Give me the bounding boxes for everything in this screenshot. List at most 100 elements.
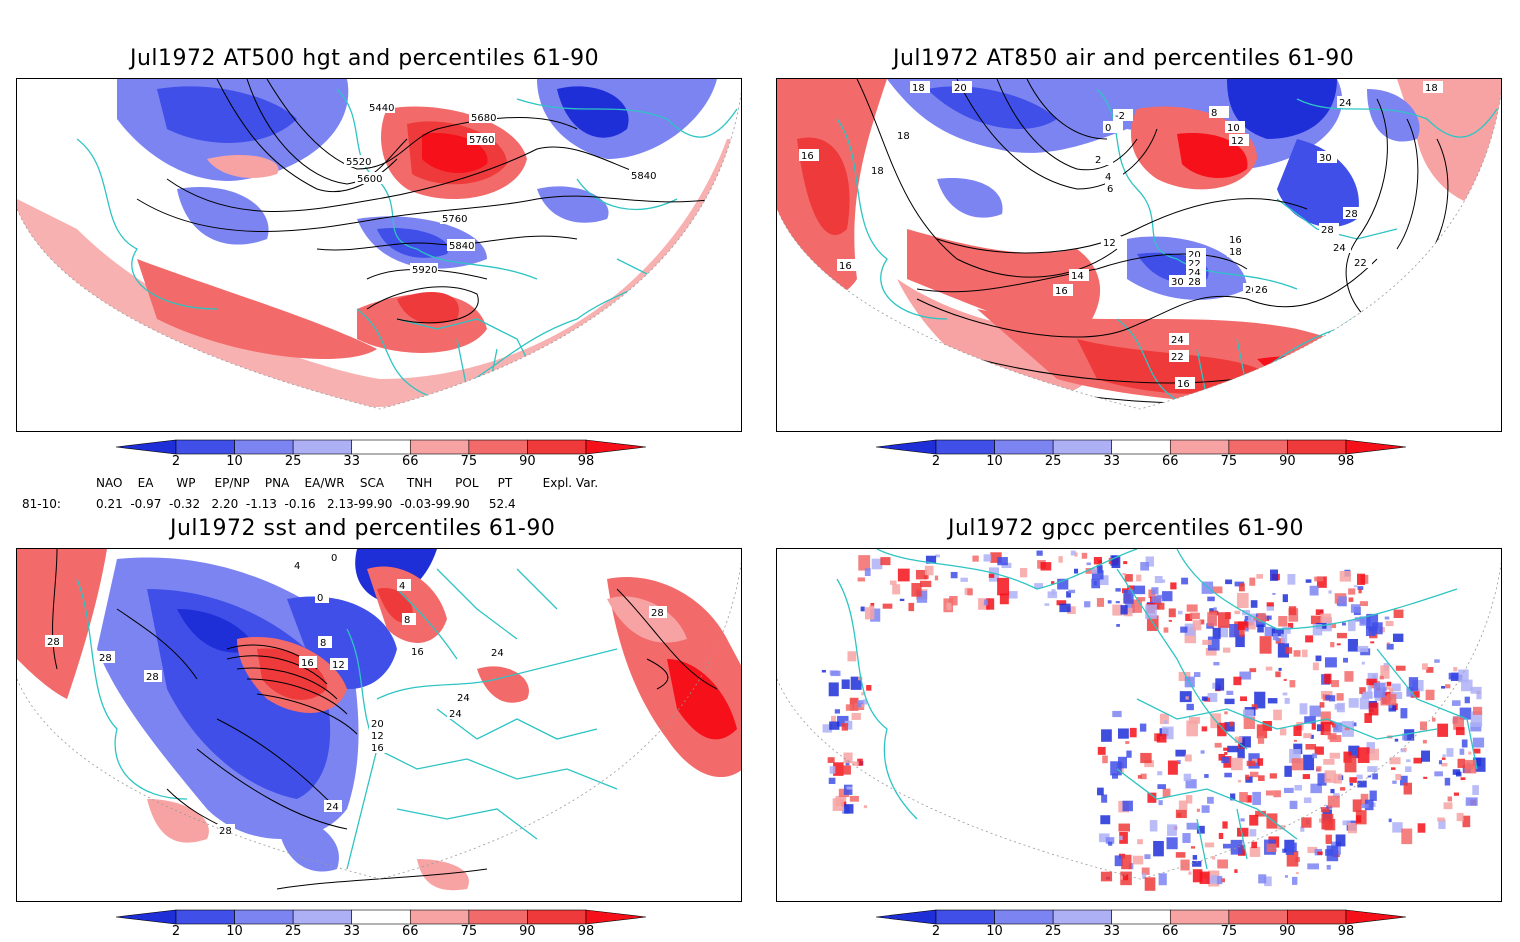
colorbar-segment: [468, 909, 528, 925]
precip-anomaly-cell: [829, 766, 836, 774]
precip-anomaly-cell: [1184, 754, 1192, 762]
precip-anomaly-cell: [857, 700, 865, 708]
precip-anomaly-cell: [1122, 572, 1127, 576]
precip-anomaly-cell: [1224, 722, 1235, 732]
precip-anomaly-cell: [882, 603, 893, 609]
precip-anomaly-cell: [1091, 568, 1098, 574]
precip-anomaly-cell: [984, 599, 989, 606]
precip-anomaly-cell: [1392, 822, 1403, 833]
precip-anomaly-cell: [1312, 753, 1317, 759]
precip-anomaly-cell: [1394, 738, 1399, 742]
colorbar-tick: 33: [1103, 924, 1120, 939]
precip-anomaly-cell: [1288, 606, 1297, 616]
precip-anomaly-cell: [1230, 793, 1236, 801]
precip-anomaly-cell: [1360, 617, 1366, 624]
colorbar-segment: [1228, 439, 1288, 455]
contour-label: 28: [146, 672, 159, 683]
precip-anomaly-cell: [849, 795, 859, 802]
precip-anomaly-cell: [1316, 766, 1322, 772]
precip-anomaly-cell: [1289, 800, 1298, 810]
precip-anomaly-cell: [1314, 576, 1324, 582]
precip-anomaly-cell: [1369, 790, 1377, 801]
precip-anomaly-cell: [1387, 681, 1392, 686]
colorbar-tick: 75: [1220, 454, 1238, 469]
colorbar-tick: 66: [402, 924, 419, 939]
precip-anomaly-cell: [1305, 635, 1314, 643]
contour-label: 10: [1227, 123, 1240, 134]
precip-anomaly-cell: [1249, 577, 1256, 586]
precip-anomaly-cell: [1367, 685, 1372, 692]
precip-anomaly-cell: [915, 569, 927, 580]
precip-anomaly-cell: [1067, 606, 1076, 615]
colorbar-tick: 25: [1044, 454, 1062, 469]
precip-anomaly-cell: [1070, 550, 1076, 556]
precip-anomaly-cell: [1312, 624, 1323, 636]
precip-anomaly-cell: [1257, 624, 1264, 633]
precip-anomaly-cell: [1362, 691, 1373, 699]
precip-anomaly-cell: [986, 598, 995, 610]
precip-anomaly-cell: [1224, 711, 1228, 715]
precip-anomaly-cell: [1122, 800, 1133, 812]
precip-anomaly-cell: [1282, 626, 1291, 634]
precip-anomaly-cell: [919, 580, 932, 588]
precip-anomaly-cell: [1132, 855, 1144, 865]
colorbar-segment: [1052, 909, 1113, 925]
precip-anomaly-cell: [1464, 696, 1470, 704]
contour-label: 20: [1289, 361, 1302, 372]
precip-anomaly-cell: [1356, 815, 1362, 823]
precip-anomaly-cell: [1270, 569, 1279, 581]
colorbar-segment: [1169, 909, 1230, 925]
colorbar-segment: [409, 439, 470, 455]
map-panel-gpcc: [776, 548, 1502, 902]
precip-anomaly-cell: [829, 721, 840, 730]
precip-anomaly-cell: [1445, 684, 1451, 689]
precip-anomaly-cell: [1331, 680, 1339, 688]
precip-anomaly-cell: [1212, 586, 1223, 594]
precip-anomaly-cell: [890, 580, 897, 585]
precip-anomaly-cell: [1266, 602, 1274, 607]
precip-anomaly-cell: [1068, 589, 1076, 594]
precip-anomaly-cell: [1456, 812, 1464, 822]
precip-anomaly-cell: [1251, 758, 1258, 763]
precip-anomaly-cell: [841, 723, 848, 731]
colorbar-tick: 98: [1337, 454, 1355, 469]
contour-label: 24: [1171, 335, 1184, 346]
precip-anomaly-cell: [827, 757, 835, 763]
precip-anomaly-cell: [847, 651, 857, 662]
precip-anomaly-cell: [1093, 581, 1097, 586]
precip-anomaly-cell: [1264, 626, 1275, 637]
precip-anomaly-cell: [1331, 723, 1336, 728]
precip-anomaly-cell: [1145, 604, 1157, 619]
precip-anomaly-cell: [1236, 592, 1249, 608]
colorbar-tick: 98: [577, 454, 595, 469]
precip-anomaly-cell: [1175, 852, 1186, 858]
precip-anomaly-cell: [1310, 615, 1323, 625]
precip-anomaly-cell: [1207, 692, 1218, 702]
colorbar-tick: 33: [343, 454, 360, 469]
colorbar-arrow-high: [1345, 439, 1406, 455]
contour-label: 26: [1255, 285, 1268, 296]
precip-anomaly-cell: [1249, 829, 1257, 837]
contour-label: 22: [1171, 352, 1184, 363]
precip-anomaly-cell: [1357, 586, 1364, 590]
precip-anomaly-cell: [1262, 721, 1272, 731]
colorbar-arrow-low: [876, 909, 937, 925]
precip-anomaly-cell: [844, 804, 854, 814]
contour-label: 28: [1345, 209, 1358, 220]
precip-anomaly-cell: [1442, 754, 1446, 757]
precip-anomaly-cell: [828, 777, 836, 784]
precip-anomaly-cell: [1474, 757, 1486, 772]
precip-anomaly-cell: [852, 761, 859, 766]
precip-anomaly-cell: [1273, 709, 1282, 721]
precip-anomaly-cell: [1258, 775, 1265, 781]
precip-anomaly-cell: [1267, 698, 1278, 704]
precip-anomaly-cell: [1215, 678, 1225, 691]
precip-anomaly-cell: [1056, 600, 1067, 606]
precip-anomaly-cell: [1085, 568, 1096, 574]
precip-anomaly-cell: [858, 555, 871, 571]
precip-anomaly-cell: [1044, 603, 1050, 606]
precip-anomaly-cell: [845, 704, 853, 711]
precip-anomaly-cell: [1266, 615, 1272, 620]
precip-anomaly-cell: [1157, 771, 1163, 776]
precip-anomaly-cell: [1058, 556, 1063, 563]
